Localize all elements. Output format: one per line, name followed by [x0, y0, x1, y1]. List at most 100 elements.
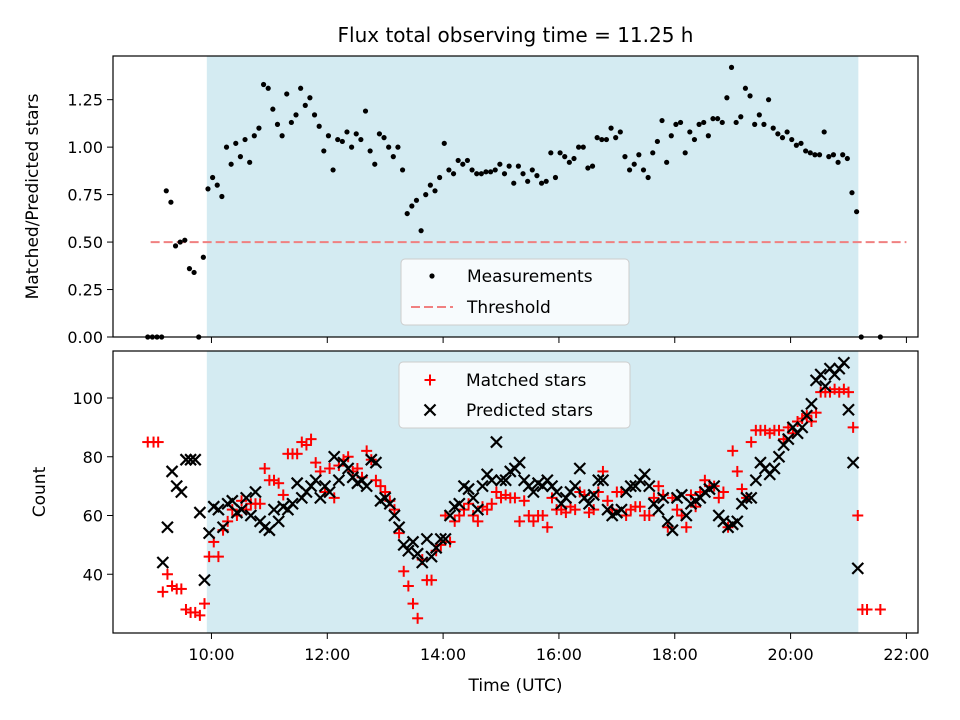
- measurement-point: [307, 95, 313, 101]
- measurement-point: [511, 180, 517, 186]
- measurement-point: [260, 81, 267, 88]
- matched-star-point: [305, 433, 317, 445]
- measurement-point: [701, 119, 707, 126]
- predicted-star-point: [656, 491, 670, 505]
- matched-star-point: [727, 445, 739, 457]
- predicted-star-point: [411, 547, 424, 560]
- predicted-star-point: [851, 562, 865, 575]
- matched-star-point: [861, 604, 873, 615]
- matched-star-point: [324, 463, 336, 474]
- measurement-point: [738, 114, 744, 120]
- measurement-point: [455, 157, 461, 164]
- matched-star-point: [527, 515, 539, 527]
- measurement-point: [520, 171, 526, 177]
- matched-star-point: [602, 495, 614, 507]
- matched-star-point: [523, 510, 535, 521]
- measurement-point: [747, 93, 753, 99]
- measurement-point: [256, 125, 262, 131]
- bottom-y-axis-label: Count: [30, 466, 50, 517]
- measurement-point: [274, 121, 281, 127]
- predicted-star-point: [573, 462, 587, 475]
- bottom-x-ticks: 10:00 12:00 14:00 16:00 18:00 20:00 22:00: [188, 633, 929, 664]
- measurement-point: [566, 159, 572, 165]
- matched-star-point: [398, 565, 410, 577]
- y-tick-label: 0.25: [67, 281, 103, 300]
- measurement-point: [460, 161, 466, 167]
- measurement-point: [599, 136, 605, 143]
- predicted-star-point: [666, 523, 679, 537]
- matched-star-point: [745, 436, 757, 448]
- matched-star-point: [843, 386, 855, 398]
- measurement-point: [840, 152, 846, 158]
- predicted-star-point: [731, 515, 744, 528]
- matched-star-point: [212, 551, 224, 563]
- predicted-star-point: [568, 479, 582, 493]
- measurement-point: [321, 148, 327, 154]
- measurement-point: [719, 119, 725, 126]
- measurement-point: [775, 131, 781, 137]
- predicted-star-point: [471, 503, 485, 516]
- measurement-point: [562, 154, 568, 160]
- measurement-point: [525, 178, 531, 184]
- measurement-point: [589, 163, 596, 169]
- measurement-point: [650, 150, 656, 156]
- predicted-star-point: [527, 485, 540, 499]
- y-tick-label: 0.75: [67, 186, 103, 205]
- bottom-legend: Matched stars Predicted stars: [398, 361, 631, 429]
- measurement-point: [469, 167, 475, 173]
- predicted-star-point: [314, 491, 327, 505]
- measurement-point: [423, 192, 429, 198]
- legend-label-measurements: Measurements: [467, 267, 593, 287]
- matched-star-point: [653, 480, 665, 492]
- measurement-point: [325, 133, 332, 139]
- matched-star-point: [648, 492, 660, 504]
- predicted-star-point: [175, 485, 188, 499]
- matched-star-point: [481, 504, 493, 516]
- legend-label-matched: Matched stars: [466, 371, 586, 391]
- measurement-point: [418, 228, 424, 234]
- matched-star-point: [300, 439, 312, 451]
- matched-star-point: [592, 486, 604, 498]
- measurement-point: [742, 85, 749, 91]
- measurement-point: [854, 209, 860, 215]
- y-tick-label: 60: [83, 507, 103, 526]
- measurement-point: [571, 155, 577, 162]
- measurement-point: [682, 150, 688, 156]
- chart-title: Flux total observing time = 11.25 h: [338, 23, 694, 47]
- measurement-point: [409, 203, 415, 209]
- predicted-star-point: [388, 509, 401, 522]
- top-legend-box: [400, 258, 630, 326]
- predicted-star-point: [212, 503, 225, 516]
- measurement-point: [432, 188, 438, 194]
- x-tick-label: 20:00: [768, 645, 814, 664]
- predicted-star-point: [443, 509, 457, 522]
- measurement-point: [316, 123, 322, 129]
- predicted-star-point: [490, 435, 503, 449]
- predicted-star-point: [267, 503, 281, 516]
- measurement-point: [381, 135, 387, 141]
- measurement-point: [770, 125, 776, 131]
- predicted-star-point: [795, 421, 809, 434]
- predicted-star-point: [513, 456, 526, 469]
- predicted-star-point: [707, 479, 721, 493]
- matched-star-point: [731, 465, 743, 477]
- legend-marker-predicted: [423, 403, 437, 417]
- matched-star-point: [236, 495, 248, 507]
- measurement-point: [784, 129, 790, 135]
- matched-star-point: [161, 568, 173, 580]
- predicted-star-point: [327, 450, 341, 464]
- matched-star-point: [773, 424, 785, 436]
- measurement-point: [664, 159, 670, 165]
- top-y-ticks: 0.00 0.25 0.50 0.75 1.00 1.25: [67, 91, 113, 347]
- measurement-point: [279, 133, 285, 139]
- measurement-point: [594, 135, 600, 141]
- measurement-point: [182, 237, 188, 243]
- matched-star-point: [393, 527, 405, 539]
- measurement-point: [677, 119, 684, 126]
- measurement-point: [344, 129, 350, 135]
- predicted-star-point: [596, 473, 610, 487]
- matched-star-point: [310, 457, 322, 469]
- predicted-star-point: [249, 485, 262, 499]
- predicted-star-point: [369, 456, 383, 469]
- measurement-point: [733, 119, 739, 126]
